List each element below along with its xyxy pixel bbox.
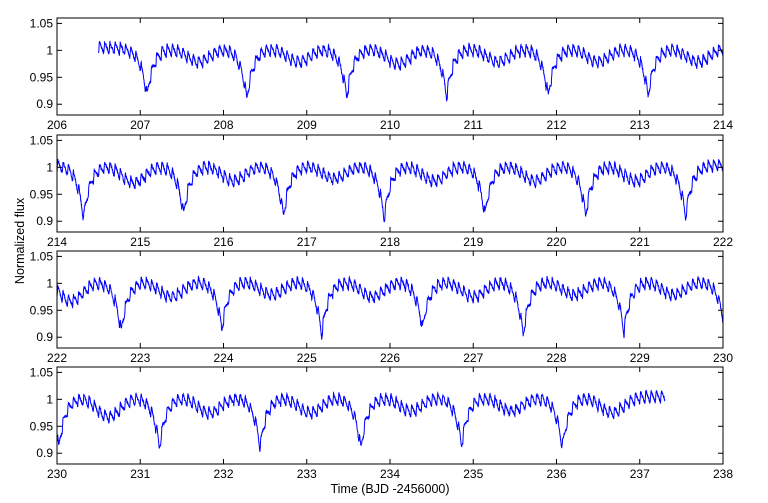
y-tick-label: 1 (46, 160, 53, 174)
panel-3: 0.9 0.95 1 1.05 222 223 224 225 226 227 228 229 230 (30, 249, 734, 365)
x-tick-label: 218 (380, 235, 400, 249)
y-tick-label: 0.9 (36, 446, 53, 460)
x-tick-label: 209 (297, 118, 317, 132)
x-tick-label: 220 (546, 235, 566, 249)
x-tick-label: 223 (130, 351, 150, 365)
x-tick-label: 225 (297, 351, 317, 365)
x-axis-label: Time (BJD -2456000) (330, 482, 449, 496)
y-tick-label: 1.05 (30, 365, 54, 379)
y-tick-label: 0.9 (36, 97, 53, 111)
x-tick-label: 233 (297, 467, 317, 481)
x-tick-label: 208 (213, 118, 233, 132)
x-tick-label: 215 (130, 235, 150, 249)
y-tick-label: 1 (46, 392, 53, 406)
light-curve-line (57, 389, 666, 452)
y-tick-label: 1 (46, 276, 53, 290)
x-tick-label: 230 (713, 351, 733, 365)
x-tick-label: 226 (380, 351, 400, 365)
y-tick-label: 0.9 (36, 214, 53, 228)
y-tick-label: 0.95 (30, 70, 54, 84)
y-axis-label: Normalized flux (13, 197, 27, 284)
y-tick-label: 0.9 (36, 330, 53, 344)
x-tick-label: 224 (213, 351, 233, 365)
y-tick-label: 0.95 (30, 187, 54, 201)
x-tick-label: 229 (630, 351, 650, 365)
x-tick-label: 213 (630, 118, 650, 132)
x-tick-label: 232 (213, 467, 233, 481)
light-curve-line (57, 158, 723, 223)
x-tick-label: 219 (463, 235, 483, 249)
panel-2: 0.9 0.95 1 1.05 214 215 216 217 218 219 220 221 222 (30, 133, 734, 249)
light-curve-line (57, 275, 723, 340)
y-tick-label: 0.95 (30, 419, 54, 433)
x-tick-label: 214 (47, 235, 67, 249)
panel-1: 0.9 0.95 1 1.05 206 207 208 209 210 211 212 213 214 (30, 16, 734, 132)
x-tick-label: 231 (130, 467, 150, 481)
axes-frame (56, 134, 724, 233)
x-tick-label: 222 (713, 235, 733, 249)
panel-4: 0.9 0.95 1 1.05 230 231 232 233 234 235 236 237 238 (30, 365, 734, 481)
x-tick-label: 237 (630, 467, 650, 481)
x-tick-label: 228 (546, 351, 566, 365)
x-tick-label: 236 (546, 467, 566, 481)
x-tick-label: 207 (130, 118, 150, 132)
x-tick-label: 210 (380, 118, 400, 132)
x-tick-label: 216 (213, 235, 233, 249)
x-tick-label: 234 (380, 467, 400, 481)
x-tick-label: 221 (630, 235, 650, 249)
x-tick-label: 211 (464, 118, 483, 132)
x-tick-label: 230 (47, 467, 67, 481)
y-tick-label: 1 (46, 43, 53, 57)
x-tick-label: 214 (713, 118, 733, 132)
x-tick-label: 235 (463, 467, 483, 481)
light-curve-line (98, 40, 723, 103)
y-tick-label: 1.05 (30, 16, 54, 30)
x-tick-label: 227 (463, 351, 483, 365)
x-tick-label: 206 (47, 118, 67, 132)
y-tick-label: 1.05 (30, 249, 54, 263)
axes-frame (56, 366, 724, 465)
y-tick-label: 1.05 (30, 133, 54, 147)
y-tick-label: 0.95 (30, 303, 54, 317)
x-tick-label: 217 (297, 235, 317, 249)
x-tick-label: 212 (546, 118, 566, 132)
x-tick-label: 238 (713, 467, 733, 481)
x-tick-label: 222 (47, 351, 67, 365)
